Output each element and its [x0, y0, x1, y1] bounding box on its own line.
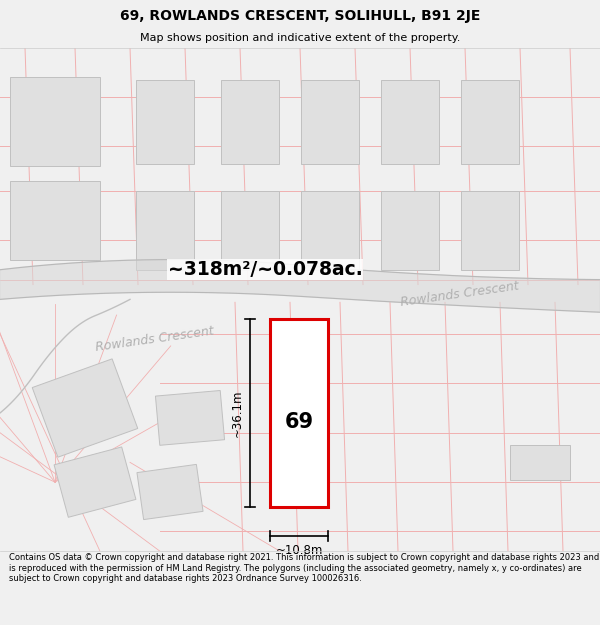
- Text: 69: 69: [284, 412, 314, 432]
- Polygon shape: [32, 359, 138, 458]
- Polygon shape: [461, 79, 519, 164]
- Bar: [270, 319, 328, 507]
- Polygon shape: [461, 191, 519, 270]
- Polygon shape: [54, 447, 136, 518]
- Polygon shape: [10, 77, 100, 166]
- Text: Contains OS data © Crown copyright and database right 2021. This information is : Contains OS data © Crown copyright and d…: [9, 554, 599, 583]
- Polygon shape: [137, 464, 203, 519]
- Polygon shape: [381, 79, 439, 164]
- Polygon shape: [381, 191, 439, 270]
- Polygon shape: [301, 191, 359, 270]
- Polygon shape: [0, 259, 600, 312]
- Polygon shape: [221, 191, 279, 270]
- Polygon shape: [221, 79, 279, 164]
- Text: 69, ROWLANDS CRESCENT, SOLIHULL, B91 2JE: 69, ROWLANDS CRESCENT, SOLIHULL, B91 2JE: [120, 9, 480, 22]
- Polygon shape: [136, 79, 194, 164]
- Text: ~318m²/~0.078ac.: ~318m²/~0.078ac.: [167, 260, 362, 279]
- Text: Rowlands Crescent: Rowlands Crescent: [95, 324, 215, 354]
- Polygon shape: [510, 445, 570, 479]
- Polygon shape: [301, 79, 359, 164]
- Polygon shape: [136, 191, 194, 270]
- Text: ~36.1m: ~36.1m: [231, 389, 244, 437]
- Text: Map shows position and indicative extent of the property.: Map shows position and indicative extent…: [140, 33, 460, 43]
- Polygon shape: [155, 391, 224, 445]
- Text: Rowlands Crescent: Rowlands Crescent: [400, 280, 520, 309]
- Text: ~10.8m: ~10.8m: [275, 544, 323, 558]
- Polygon shape: [10, 181, 100, 260]
